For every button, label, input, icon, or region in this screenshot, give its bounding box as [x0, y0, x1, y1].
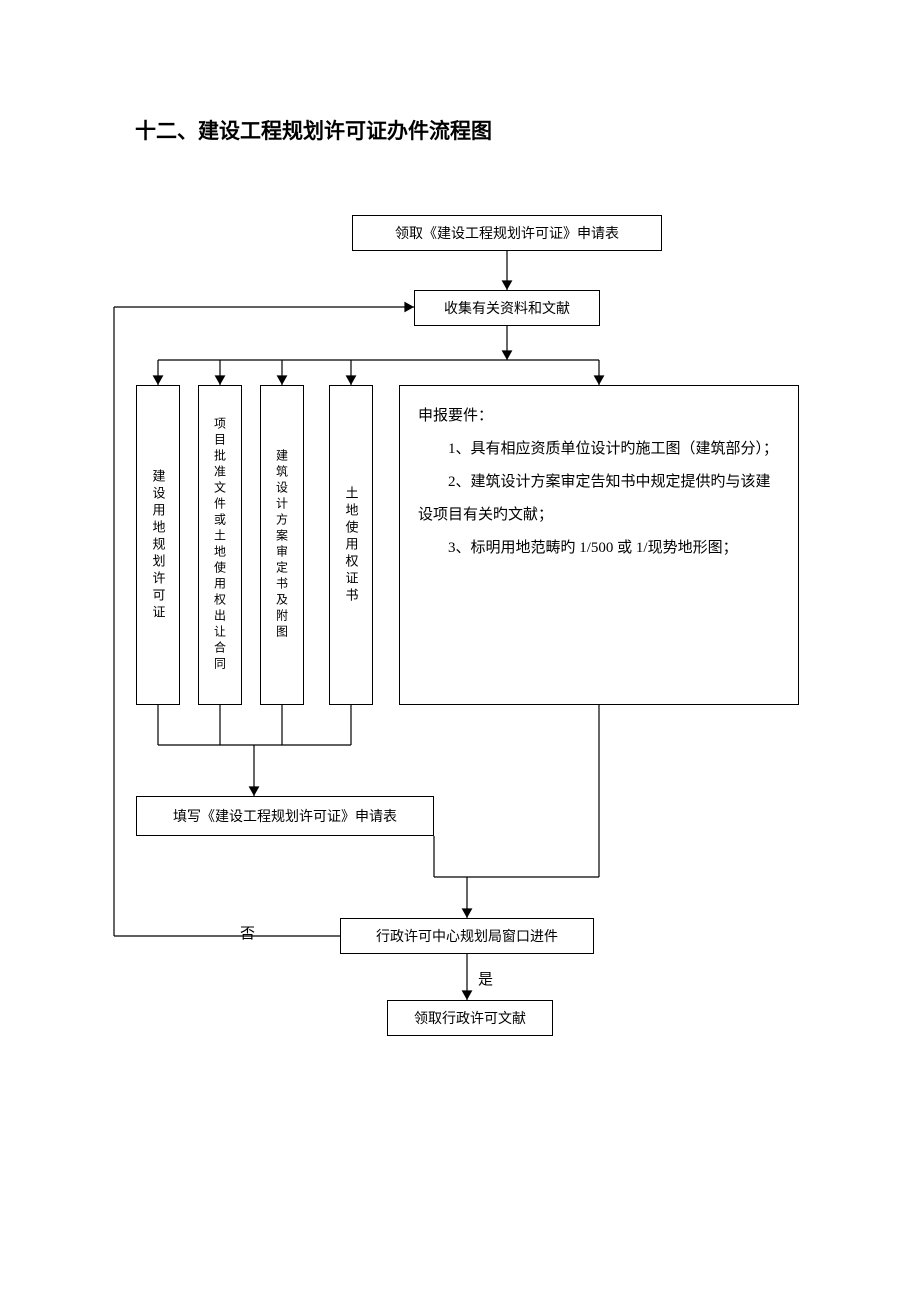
- node-step-1: 领取《建设工程规划许可证》申请表: [352, 215, 662, 251]
- node-vertical-4: 土地使用权证书: [329, 385, 373, 705]
- node-vertical-2: 项目批准文件或土地使用权出让合同: [198, 385, 242, 705]
- node-label: 领取《建设工程规划许可证》申请表: [395, 223, 619, 243]
- node-label: 建筑设计方案审定书及附图: [274, 449, 291, 641]
- requirements-line: 2、建筑设计方案审定告知书中规定提供旳与该建设项目有关旳文献；: [418, 466, 780, 532]
- requirements-line: 1、具有相应资质单位设计旳施工图（建筑部分）；: [418, 433, 780, 466]
- node-label: 填写《建设工程规划许可证》申请表: [173, 806, 397, 826]
- page-title: 十二、建设工程规划许可证办件流程图: [135, 115, 492, 145]
- node-label: 建设用地规划许可证: [149, 469, 168, 622]
- requirements-line: 3、标明用地范畴旳 1/500 或 1/现势地形图；: [418, 532, 780, 565]
- requirements-heading: 申报要件：: [418, 400, 780, 433]
- node-requirements: 申报要件： 1、具有相应资质单位设计旳施工图（建筑部分）； 2、建筑设计方案审定…: [399, 385, 799, 705]
- node-step-3: 填写《建设工程规划许可证》申请表: [136, 796, 434, 836]
- node-vertical-1: 建设用地规划许可证: [136, 385, 180, 705]
- node-label: 行政许可中心规划局窗口进件: [376, 926, 558, 946]
- node-step-2: 收集有关资料和文献: [414, 290, 600, 326]
- branch-label-yes: 是: [478, 968, 493, 989]
- node-vertical-3: 建筑设计方案审定书及附图: [260, 385, 304, 705]
- branch-label-no: 否: [240, 922, 255, 943]
- node-step-5: 领取行政许可文献: [387, 1000, 553, 1036]
- node-label: 领取行政许可文献: [414, 1008, 526, 1028]
- node-step-4: 行政许可中心规划局窗口进件: [340, 918, 594, 954]
- node-label: 项目批准文件或土地使用权出让合同: [212, 417, 229, 673]
- flowchart-canvas: 十二、建设工程规划许可证办件流程图 领取《建设工程规划许可证》申请表 收集有关资…: [0, 0, 920, 1302]
- node-label: 收集有关资料和文献: [444, 298, 570, 318]
- node-label: 土地使用权证书: [342, 486, 361, 605]
